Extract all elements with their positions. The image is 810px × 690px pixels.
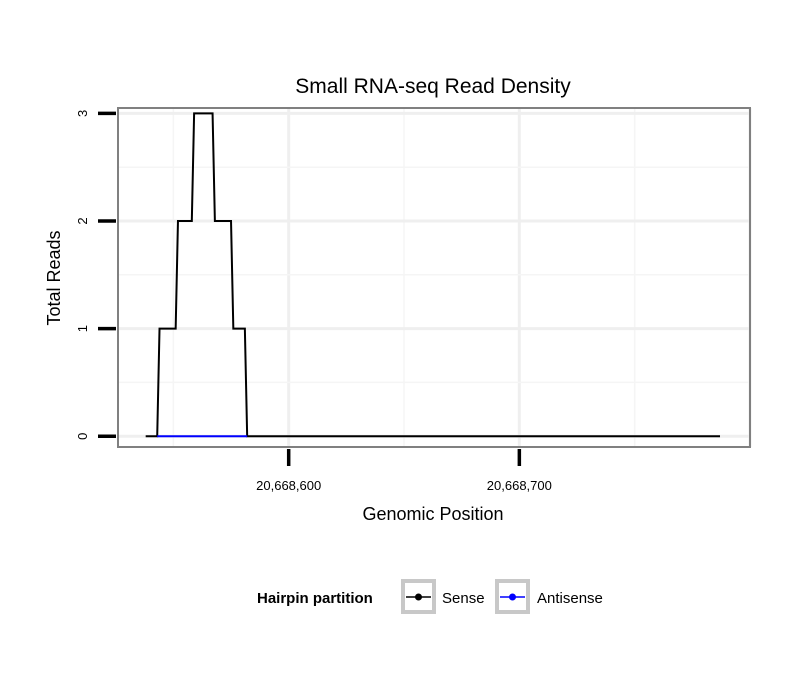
legend-label-sense: Sense: [442, 590, 485, 607]
y-axis-label: Total Reads: [44, 230, 64, 325]
series-lines: [145, 112, 721, 438]
legend-label-antisense: Antisense: [537, 590, 603, 607]
chart-title: Small RNA-seq Read Density: [295, 75, 571, 98]
plot-panel-border: [117, 107, 751, 448]
legend-title: Hairpin partition: [257, 590, 373, 607]
legend-item-sense: Sense: [401, 579, 485, 614]
series-line-sense: [145, 112, 721, 438]
legend-key-antisense-dot: [509, 593, 516, 601]
legend-item-antisense: Antisense: [495, 579, 603, 614]
x-tick-label: 20,668,700: [487, 478, 552, 493]
y-tick-label: 1: [75, 325, 90, 332]
y-tick-label: 0: [75, 433, 90, 440]
axis-ticks: 0 1 2 3 20,668,600 20,668,700: [75, 110, 552, 493]
y-tick-label: 3: [75, 110, 90, 117]
y-tick-label: 2: [75, 217, 90, 224]
legend: Hairpin partition Sense Antisense: [257, 579, 603, 614]
legend-key-sense-dot: [415, 593, 422, 601]
x-axis-label: Genomic Position: [362, 504, 503, 524]
x-tick-label: 20,668,600: [256, 478, 321, 493]
